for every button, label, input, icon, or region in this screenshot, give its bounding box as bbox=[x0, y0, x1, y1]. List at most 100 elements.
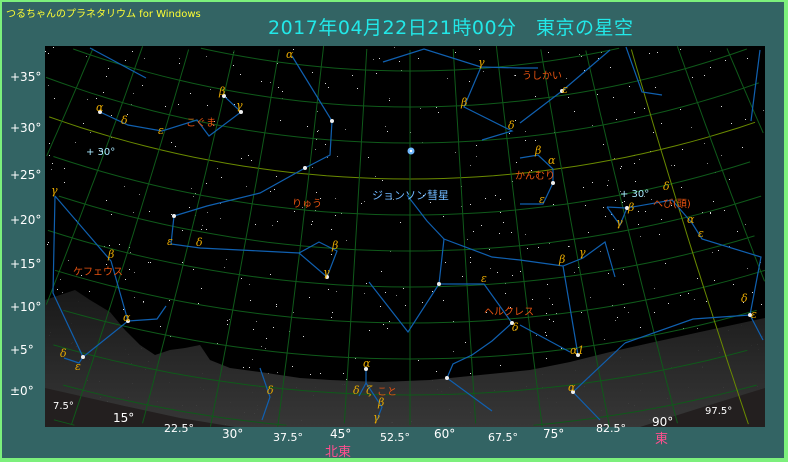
sky-view[interactable]: α δ ε β γ γ β α δ ε ε δ α β γ γ β δ ε β α ε β γ δ α ε β γ ε δ α1 α δ ε α δ ζ β… bbox=[45, 46, 765, 427]
star bbox=[597, 94, 598, 95]
star bbox=[246, 186, 247, 187]
bright-star[interactable] bbox=[126, 319, 130, 323]
star bbox=[282, 91, 283, 92]
star bbox=[635, 181, 636, 182]
star bbox=[617, 317, 618, 318]
star bbox=[198, 303, 199, 304]
star bbox=[148, 262, 149, 263]
bright-star[interactable] bbox=[303, 166, 307, 170]
ra-grid-line bbox=[209, 49, 280, 427]
star bbox=[361, 203, 362, 204]
bright-star[interactable] bbox=[625, 206, 629, 210]
star bbox=[87, 99, 88, 100]
star bbox=[293, 49, 294, 50]
star bbox=[86, 56, 87, 57]
star bbox=[179, 63, 180, 64]
star bbox=[276, 304, 277, 305]
star bbox=[51, 169, 52, 170]
star bbox=[515, 329, 516, 330]
star bbox=[654, 288, 655, 289]
bright-star[interactable] bbox=[325, 275, 329, 279]
star bbox=[389, 100, 390, 101]
comet[interactable]: ジョンソン彗星 bbox=[372, 147, 449, 203]
star-label: α bbox=[548, 154, 556, 167]
star-label: δ bbox=[60, 347, 67, 360]
star bbox=[545, 332, 546, 333]
star bbox=[226, 259, 227, 260]
bright-star[interactable] bbox=[571, 390, 575, 394]
grid-label-right: + 30° bbox=[620, 189, 649, 200]
star bbox=[549, 243, 550, 244]
star bbox=[90, 132, 91, 133]
azimuth-label: 45° bbox=[330, 427, 352, 441]
star bbox=[536, 335, 537, 336]
bright-star[interactable] bbox=[239, 110, 243, 114]
bright-star[interactable] bbox=[364, 367, 368, 371]
bright-star[interactable] bbox=[98, 110, 102, 114]
bright-star[interactable] bbox=[81, 355, 85, 359]
star bbox=[515, 120, 516, 121]
star bbox=[83, 123, 84, 124]
ra-grid-line bbox=[585, 50, 678, 424]
star bbox=[277, 221, 278, 222]
star bbox=[569, 246, 570, 247]
bright-star[interactable] bbox=[748, 313, 752, 317]
star bbox=[343, 373, 344, 374]
star bbox=[169, 300, 170, 301]
star bbox=[320, 198, 321, 199]
star bbox=[380, 306, 381, 307]
star-label: ε bbox=[562, 83, 568, 96]
constellation-line bbox=[750, 49, 761, 122]
star bbox=[443, 300, 444, 301]
star bbox=[189, 207, 190, 208]
star bbox=[548, 52, 549, 53]
star bbox=[604, 339, 605, 340]
star bbox=[470, 204, 471, 205]
constellation-line bbox=[127, 305, 167, 322]
constellation-name: へび(頭) bbox=[653, 198, 691, 210]
star bbox=[712, 252, 713, 253]
star bbox=[68, 260, 69, 261]
star bbox=[546, 335, 547, 336]
bright-star[interactable] bbox=[172, 214, 176, 218]
star bbox=[134, 297, 135, 298]
bright-star[interactable] bbox=[576, 353, 580, 357]
star bbox=[389, 98, 390, 99]
star bbox=[325, 83, 326, 84]
star bbox=[277, 372, 278, 373]
star bbox=[514, 75, 515, 76]
star bbox=[331, 317, 332, 318]
star bbox=[500, 365, 501, 366]
star bbox=[256, 321, 257, 322]
star bbox=[252, 359, 253, 360]
bright-star[interactable] bbox=[445, 376, 449, 380]
dec-grid-line bbox=[45, 76, 759, 144]
star bbox=[659, 234, 660, 235]
star bbox=[317, 131, 318, 132]
bright-star[interactable] bbox=[437, 282, 441, 286]
star bbox=[745, 224, 746, 225]
star-label: δ bbox=[196, 236, 203, 249]
star bbox=[400, 222, 401, 223]
star bbox=[206, 229, 207, 230]
bright-star[interactable] bbox=[551, 181, 555, 185]
star bbox=[710, 213, 711, 214]
azimuth-label: 37.5° bbox=[273, 431, 303, 444]
star-label: β bbox=[107, 248, 114, 261]
star bbox=[512, 181, 513, 182]
star bbox=[657, 52, 658, 53]
bright-star[interactable] bbox=[510, 321, 514, 325]
star bbox=[525, 140, 526, 141]
star bbox=[430, 202, 431, 203]
star-label: α bbox=[568, 381, 576, 394]
star bbox=[368, 157, 369, 158]
bright-star[interactable] bbox=[222, 94, 226, 98]
star bbox=[130, 252, 131, 253]
bright-star[interactable] bbox=[330, 119, 334, 123]
star bbox=[399, 61, 400, 62]
star bbox=[655, 87, 656, 88]
star bbox=[608, 273, 609, 274]
star bbox=[470, 373, 471, 374]
bright-star[interactable] bbox=[560, 89, 564, 93]
